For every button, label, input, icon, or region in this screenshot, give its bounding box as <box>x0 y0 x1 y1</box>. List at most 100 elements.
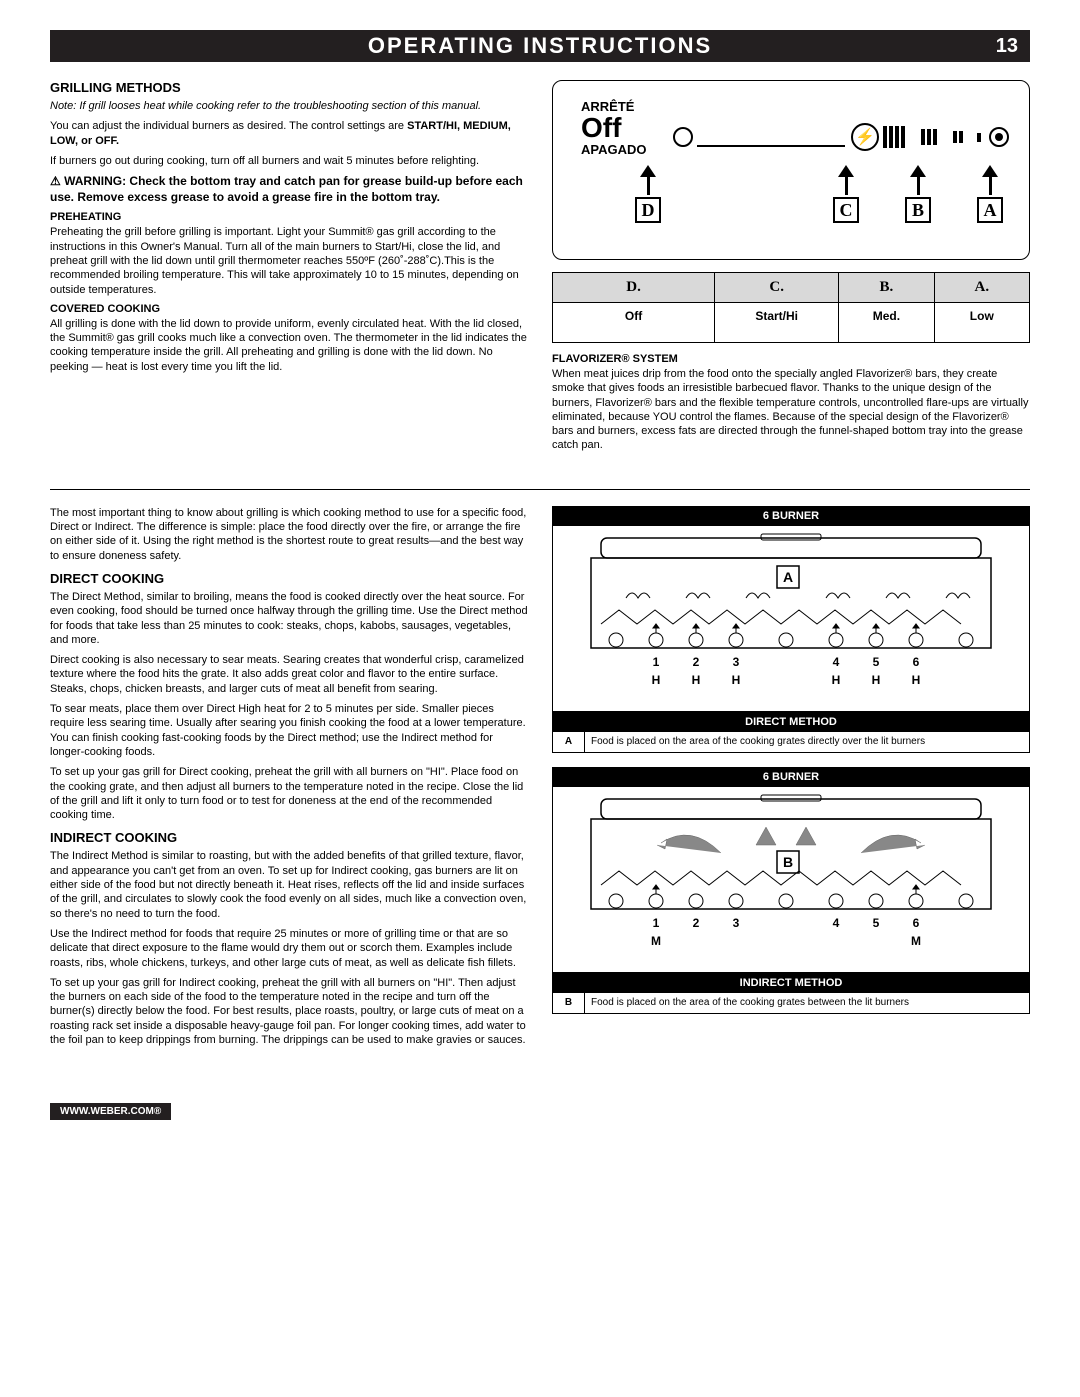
svg-text:A: A <box>783 569 793 585</box>
svg-text:1: 1 <box>653 655 660 669</box>
indirect-method-header: INDIRECT METHOD <box>552 973 1030 993</box>
direct-caption-row: A Food is placed on the area of the cook… <box>552 732 1030 753</box>
six-burner-header-1: 6 BURNER <box>552 506 1030 526</box>
direct-p4: To set up your gas grill for Direct cook… <box>50 765 528 822</box>
svg-text:6: 6 <box>913 655 920 669</box>
off-label: Off <box>581 114 646 142</box>
arrow-box-a: A <box>977 197 1003 223</box>
burners-out-text: If burners go out during cooking, turn o… <box>50 154 528 168</box>
arrow-b: B <box>905 165 931 223</box>
arrow-box-b: B <box>905 197 931 223</box>
svg-text:H: H <box>652 673 661 687</box>
bottom-left-column: The most important thing to know about g… <box>50 506 528 1054</box>
direct-caption-text: Food is placed on the area of the cookin… <box>585 732 1029 752</box>
top-left-column: GRILLING METHODS Note: If grill looses h… <box>50 72 528 459</box>
svg-text:2: 2 <box>693 916 700 930</box>
indirect-caption-row: B Food is placed on the area of the cook… <box>552 993 1030 1014</box>
apagado-label: APAGADO <box>581 142 646 157</box>
indirect-p1: The Indirect Method is similar to roasti… <box>50 849 528 920</box>
svg-text:4: 4 <box>833 916 840 930</box>
settings-th-c: C. <box>715 273 839 303</box>
page-title: OPERATING INSTRUCTIONS <box>368 33 712 59</box>
direct-cooking-heading: DIRECT COOKING <box>50 571 528 586</box>
indirect-p2: Use the Indirect method for foods that r… <box>50 927 528 970</box>
svg-text:5: 5 <box>873 655 880 669</box>
direct-p3: To sear meats, place them over Direct Hi… <box>50 702 528 759</box>
arrow-a: A <box>977 165 1003 223</box>
settings-th-a: A. <box>934 273 1029 303</box>
settings-td-med: Med. <box>839 303 934 343</box>
direct-caption-tag: A <box>553 732 585 752</box>
settings-th-d: D. <box>553 273 715 303</box>
covered-cooking-heading: COVERED COOKING <box>50 303 528 315</box>
adjust-burners-text: You can adjust the individual burners as… <box>50 119 528 148</box>
direct-grill-svg: A <box>559 532 1023 702</box>
indirect-caption-tag: B <box>553 993 585 1013</box>
covered-cooking-text: All grilling is done with the lid down t… <box>50 317 528 374</box>
preheating-text: Preheating the grill before grilling is … <box>50 225 528 296</box>
start-hi-icon: ⚡ <box>851 123 879 151</box>
svg-text:B: B <box>783 854 793 870</box>
off-pointer-icon <box>673 127 693 147</box>
top-right-column: ARRÊTÉ Off APAGADO ⚡ <box>552 72 1030 459</box>
indirect-caption-text: Food is placed on the area of the cookin… <box>585 993 1029 1013</box>
indirect-cooking-heading: INDIRECT COOKING <box>50 830 528 845</box>
footer-url: WWW.WEBER.COM® <box>50 1103 171 1120</box>
indirect-p3: To set up your gas grill for Indirect co… <box>50 976 528 1047</box>
svg-text:H: H <box>692 673 701 687</box>
arrow-c: C <box>833 165 859 223</box>
grease-warning: ⚠ WARNING: Check the bottom tray and cat… <box>50 174 528 205</box>
svg-text:2: 2 <box>693 655 700 669</box>
section-divider <box>50 489 1030 490</box>
bottom-section: The most important thing to know about g… <box>50 506 1030 1054</box>
six-burner-header-2: 6 BURNER <box>552 767 1030 787</box>
bottom-right-column: 6 BURNER A <box>552 506 1030 1054</box>
svg-text:4: 4 <box>833 655 840 669</box>
title-bar: OPERATING INSTRUCTIONS 13 <box>50 30 1030 62</box>
cooking-intro: The most important thing to know about g… <box>50 506 528 563</box>
svg-text:1: 1 <box>653 916 660 930</box>
svg-text:6: 6 <box>913 916 920 930</box>
settings-td-low: Low <box>934 303 1029 343</box>
svg-text:H: H <box>732 673 741 687</box>
direct-method-header: DIRECT METHOD <box>552 712 1030 732</box>
svg-text:H: H <box>872 673 881 687</box>
dial-arrows: D C B A <box>573 165 1009 223</box>
dial-scale: ⚡ <box>673 117 1009 157</box>
heat-bars-low <box>953 131 965 143</box>
heat-bars-med <box>921 129 939 145</box>
flavorizer-heading: FLAVORIZER® SYSTEM <box>552 353 1030 365</box>
heat-bars-hi <box>883 126 907 148</box>
settings-td-off: Off <box>553 303 715 343</box>
svg-text:3: 3 <box>733 916 740 930</box>
svg-text:M: M <box>651 934 661 948</box>
arrow-box-c: C <box>833 197 859 223</box>
direct-p2: Direct cooking is also necessary to sear… <box>50 653 528 696</box>
top-section: GRILLING METHODS Note: If grill looses h… <box>50 72 1030 459</box>
direct-grill-diagram: A <box>552 526 1030 712</box>
svg-text:M: M <box>911 934 921 948</box>
indirect-grill-svg: B 1 2 3 4 5 6 M M <box>559 793 1023 963</box>
dial-off-labels: ARRÊTÉ Off APAGADO <box>581 99 646 157</box>
grilling-methods-heading: GRILLING METHODS <box>50 80 528 95</box>
indirect-grill-diagram: B 1 2 3 4 5 6 M M <box>552 787 1030 973</box>
settings-table: D. C. B. A. Off Start/Hi Med. Low <box>552 272 1030 343</box>
svg-text:H: H <box>912 673 921 687</box>
page-number: 13 <box>996 35 1018 58</box>
flavorizer-text: When meat juices drip from the food onto… <box>552 367 1030 453</box>
dial-line <box>697 136 845 138</box>
adjust-intro: You can adjust the individual burners as… <box>50 120 407 132</box>
heat-bars-min <box>977 133 983 142</box>
svg-text:H: H <box>832 673 841 687</box>
arrow-box-d: D <box>635 197 661 223</box>
preheating-heading: PREHEATING <box>50 211 528 223</box>
settings-th-b: B. <box>839 273 934 303</box>
svg-text:3: 3 <box>733 655 740 669</box>
direct-p1: The Direct Method, similar to broiling, … <box>50 590 528 647</box>
settings-td-starthi: Start/Hi <box>715 303 839 343</box>
low-icon <box>989 127 1009 147</box>
grill-note: Note: If grill looses heat while cooking… <box>50 99 528 113</box>
svg-text:5: 5 <box>873 916 880 930</box>
dial-panel: ARRÊTÉ Off APAGADO ⚡ <box>552 80 1030 260</box>
arrow-d: D <box>635 165 661 223</box>
